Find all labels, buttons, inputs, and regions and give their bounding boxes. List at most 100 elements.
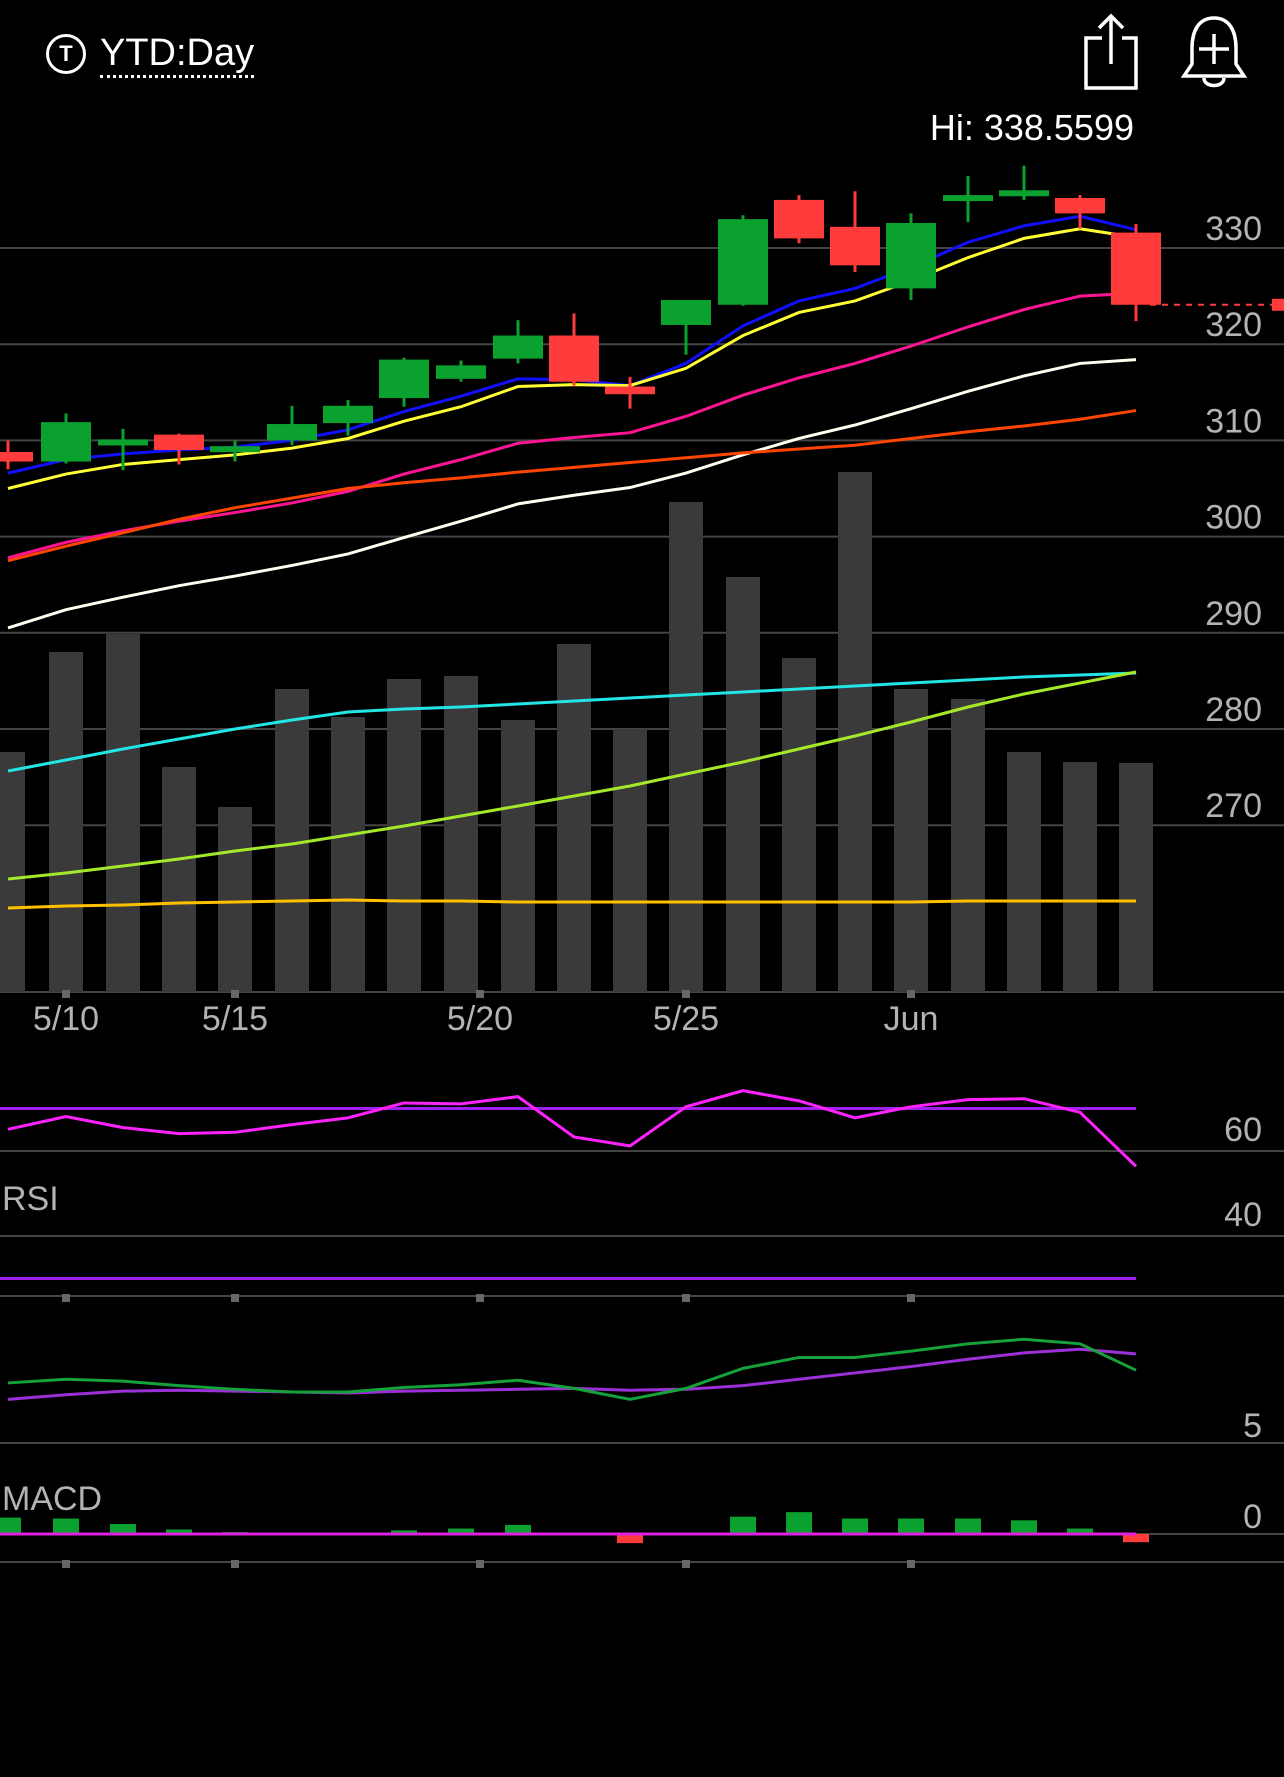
candle-body bbox=[999, 190, 1049, 197]
volume-bar bbox=[275, 689, 309, 992]
date-tick-mark bbox=[907, 1294, 915, 1302]
date-tick-mark bbox=[476, 1560, 484, 1568]
period-selector[interactable]: T YTD:Day bbox=[46, 26, 255, 82]
macd-histogram-bar bbox=[786, 1512, 812, 1534]
volume-bar bbox=[1007, 752, 1041, 992]
date-tick-mark bbox=[62, 1294, 70, 1302]
date-axis: 5/10 5/15 5/20 5/25 Jun bbox=[33, 990, 939, 1568]
volume-bar bbox=[613, 729, 647, 992]
macd-panel: MACD 5 0 bbox=[0, 1337, 1262, 1544]
date-tick-label: 5/10 bbox=[33, 1000, 99, 1038]
volume-bar bbox=[1119, 763, 1153, 992]
date-tick-mark bbox=[907, 1560, 915, 1568]
date-tick-label: 5/15 bbox=[202, 1000, 268, 1038]
volume-bar bbox=[162, 767, 196, 992]
candle-body bbox=[1055, 197, 1105, 214]
date-tick-mark bbox=[682, 1560, 690, 1568]
volume-bar bbox=[782, 658, 816, 992]
candle-body bbox=[210, 446, 260, 453]
date-tick-mark bbox=[62, 1560, 70, 1568]
volume-average-line bbox=[7, 670, 1137, 881]
price-axis: 330 320 310 300 290 280 270 bbox=[1205, 210, 1262, 825]
candle-body bbox=[323, 405, 373, 424]
candle bbox=[41, 413, 91, 464]
candle bbox=[379, 357, 429, 407]
candle bbox=[605, 376, 655, 409]
candle-body bbox=[267, 424, 317, 441]
volume-bar bbox=[669, 502, 703, 992]
high-price-label: Hi: 338.5599 bbox=[930, 107, 1134, 148]
candle-body bbox=[98, 439, 148, 446]
macd-histogram-bar bbox=[1067, 1528, 1093, 1534]
date-tick-mark bbox=[231, 1294, 239, 1302]
date-tick-mark bbox=[682, 990, 690, 998]
candle bbox=[1111, 223, 1161, 322]
candle bbox=[774, 195, 824, 244]
candle-body bbox=[661, 299, 711, 325]
last-price-marker bbox=[1272, 298, 1284, 311]
candle bbox=[830, 191, 880, 273]
volume-bar bbox=[331, 717, 365, 992]
volume-bar bbox=[0, 752, 25, 992]
price-tick-label: 290 bbox=[1205, 595, 1262, 633]
candle bbox=[886, 213, 936, 300]
macd-histogram-bar bbox=[617, 1534, 643, 1544]
rsi-tick-label: 40 bbox=[1224, 1196, 1262, 1234]
candle bbox=[267, 405, 317, 446]
candle-body bbox=[774, 199, 824, 239]
date-tick-mark bbox=[682, 1294, 690, 1302]
volume-average-line bbox=[7, 898, 1136, 910]
macd-histogram-bar bbox=[898, 1518, 924, 1534]
candle-body bbox=[1111, 232, 1161, 305]
candle-body bbox=[718, 219, 768, 305]
candle-body bbox=[830, 226, 880, 266]
macd-line bbox=[7, 1337, 1137, 1401]
candle bbox=[98, 428, 148, 471]
macd-histogram-bar bbox=[842, 1518, 868, 1534]
candle-body bbox=[41, 422, 91, 462]
volume-averages bbox=[7, 670, 1137, 910]
date-tick-mark bbox=[62, 990, 70, 998]
volume-bars bbox=[0, 472, 1153, 992]
rsi-tick-label: 60 bbox=[1224, 1111, 1262, 1149]
volume-bar bbox=[501, 720, 535, 992]
macd-tick-label: 5 bbox=[1243, 1407, 1262, 1445]
candle bbox=[323, 399, 373, 436]
moving-average-line bbox=[7, 409, 1137, 563]
volume-bar bbox=[444, 676, 478, 992]
candle-body bbox=[886, 222, 936, 289]
candle bbox=[718, 215, 768, 306]
ticker-t-icon: T bbox=[46, 34, 86, 74]
price-tick-label: 300 bbox=[1205, 499, 1262, 537]
volume-bar bbox=[218, 807, 252, 992]
volume-bar bbox=[1063, 762, 1097, 992]
macd-histogram-bar bbox=[110, 1523, 136, 1534]
candle bbox=[999, 165, 1049, 200]
share-icon[interactable] bbox=[1078, 12, 1146, 92]
date-tick-mark bbox=[231, 1560, 239, 1568]
candle-body bbox=[154, 434, 204, 451]
macd-tick-label: 0 bbox=[1243, 1498, 1262, 1536]
macd-histogram-bar bbox=[0, 1517, 21, 1534]
macd-histogram-bar bbox=[730, 1516, 756, 1534]
candle-body bbox=[943, 195, 993, 202]
moving-average-line bbox=[7, 291, 1137, 560]
price-tick-label: 310 bbox=[1205, 402, 1262, 440]
candle-body bbox=[605, 386, 655, 395]
moving-average-line bbox=[7, 358, 1137, 630]
candlesticks bbox=[0, 165, 1284, 471]
macd-title: MACD bbox=[2, 1480, 102, 1518]
volume-bar bbox=[951, 699, 985, 992]
volume-bar bbox=[49, 652, 83, 992]
rsi-title: RSI bbox=[2, 1180, 59, 1218]
grid-lines bbox=[0, 247, 1284, 1563]
candle bbox=[549, 313, 599, 386]
macd-histogram-bar bbox=[1123, 1534, 1149, 1543]
candle bbox=[210, 440, 260, 462]
add-alert-icon[interactable] bbox=[1180, 12, 1248, 92]
date-tick-label: Jun bbox=[884, 1000, 939, 1038]
macd-histogram-bar bbox=[166, 1529, 192, 1534]
macd-histogram-bar bbox=[955, 1518, 981, 1534]
candle-body bbox=[379, 359, 429, 399]
